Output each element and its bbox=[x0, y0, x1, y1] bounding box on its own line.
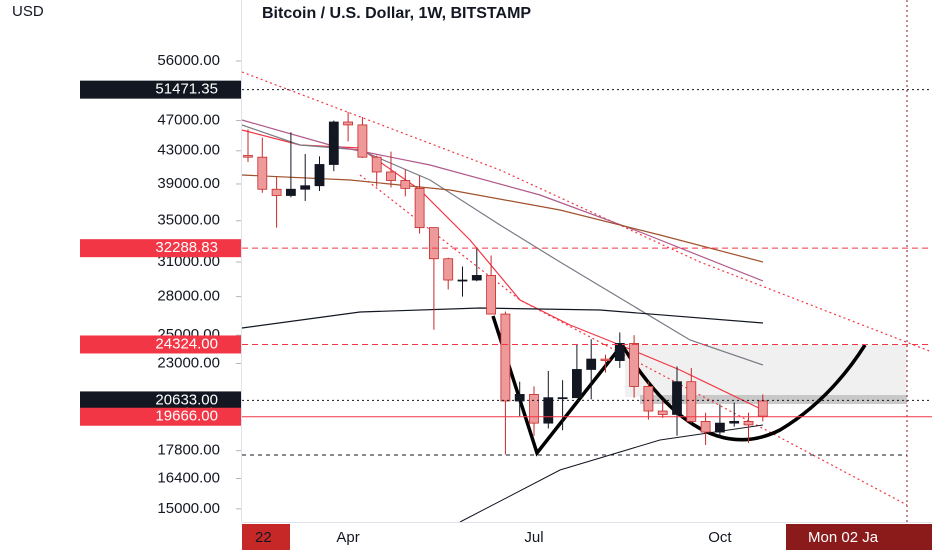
candle-body bbox=[700, 420, 711, 433]
candle-body bbox=[428, 227, 439, 260]
x-tick-label: Apr bbox=[336, 529, 359, 546]
candle-body bbox=[343, 121, 354, 126]
pattern-curve bbox=[620, 344, 867, 442]
trendline bbox=[241, 71, 932, 353]
candle-body bbox=[643, 386, 654, 412]
candle-body bbox=[529, 394, 539, 424]
price-label: 24324.00 bbox=[155, 335, 218, 352]
chart-title: Bitcoin / U.S. Dollar, 1W, BITSTAMP bbox=[262, 5, 531, 22]
moving-average bbox=[241, 307, 764, 329]
candle-body bbox=[500, 313, 511, 402]
candle-body bbox=[357, 124, 368, 158]
price-label: 19666.00 bbox=[155, 408, 218, 425]
candle-body bbox=[400, 180, 411, 189]
candle-body bbox=[443, 258, 454, 281]
candle-body bbox=[614, 343, 625, 361]
price-label-box bbox=[80, 239, 241, 258]
moving-average bbox=[241, 124, 764, 366]
price-label-box bbox=[80, 335, 241, 354]
candle-body bbox=[414, 187, 425, 229]
x-tick-label: Jul bbox=[524, 529, 543, 546]
y-tick-label: 47000.00 bbox=[157, 112, 220, 129]
candle-body bbox=[586, 358, 597, 370]
candle-body bbox=[328, 121, 339, 165]
range-band bbox=[640, 395, 907, 404]
currency: USD bbox=[12, 3, 44, 20]
candle-body bbox=[371, 156, 382, 173]
price-label-box bbox=[80, 80, 241, 99]
y-tick-label: 56000.00 bbox=[157, 52, 220, 69]
candle-body bbox=[257, 156, 268, 190]
candle-body bbox=[572, 369, 582, 399]
candle-body bbox=[557, 397, 568, 400]
candle-body bbox=[686, 381, 697, 422]
price-label: 20633.00 bbox=[155, 391, 218, 408]
price-label: 32288.83 bbox=[155, 239, 218, 256]
candle-body bbox=[457, 279, 468, 282]
candle-body bbox=[629, 343, 639, 387]
crosshair-box bbox=[786, 524, 932, 550]
candle-body bbox=[657, 410, 668, 415]
candle-body bbox=[543, 397, 554, 424]
moving-average bbox=[241, 119, 764, 282]
candle-body bbox=[514, 394, 525, 402]
candle-body bbox=[672, 381, 682, 415]
candle-body bbox=[757, 400, 768, 417]
y-tick-label: 28000.00 bbox=[157, 288, 220, 305]
y-tick-label: 31000.00 bbox=[157, 253, 220, 270]
y-tick-label: 15000.00 bbox=[157, 500, 220, 517]
x-start-box bbox=[242, 524, 290, 550]
candle-body bbox=[600, 358, 611, 361]
candle-body bbox=[386, 171, 396, 181]
y-tick-label: 17800.00 bbox=[157, 442, 220, 459]
candle-body bbox=[314, 164, 325, 187]
moving-average bbox=[241, 174, 764, 263]
y-tick-label: 43000.00 bbox=[157, 142, 220, 159]
candle-body bbox=[486, 275, 497, 315]
x-tick-label: Oct bbox=[708, 529, 732, 546]
range-box bbox=[625, 345, 907, 397]
y-tick-label: 35000.00 bbox=[157, 212, 220, 229]
crosshair-label: Mon 02 Ja bbox=[808, 529, 879, 546]
price-label-box bbox=[80, 407, 241, 426]
candle-body bbox=[729, 420, 740, 424]
y-tick-label: 23000.00 bbox=[157, 354, 220, 371]
trendline bbox=[359, 174, 908, 506]
price-label: 51471.35 bbox=[155, 81, 218, 98]
y-tick-label: 39000.00 bbox=[157, 175, 220, 192]
y-tick-label: 16400.00 bbox=[157, 469, 220, 486]
candle-body bbox=[715, 422, 725, 433]
candle-body bbox=[471, 275, 482, 281]
candle-body bbox=[285, 188, 296, 196]
x-start-label: 22 bbox=[255, 529, 272, 546]
candle-body bbox=[300, 185, 311, 190]
candle-body bbox=[243, 155, 253, 158]
candle-body bbox=[743, 420, 754, 426]
candle-body bbox=[271, 188, 282, 196]
